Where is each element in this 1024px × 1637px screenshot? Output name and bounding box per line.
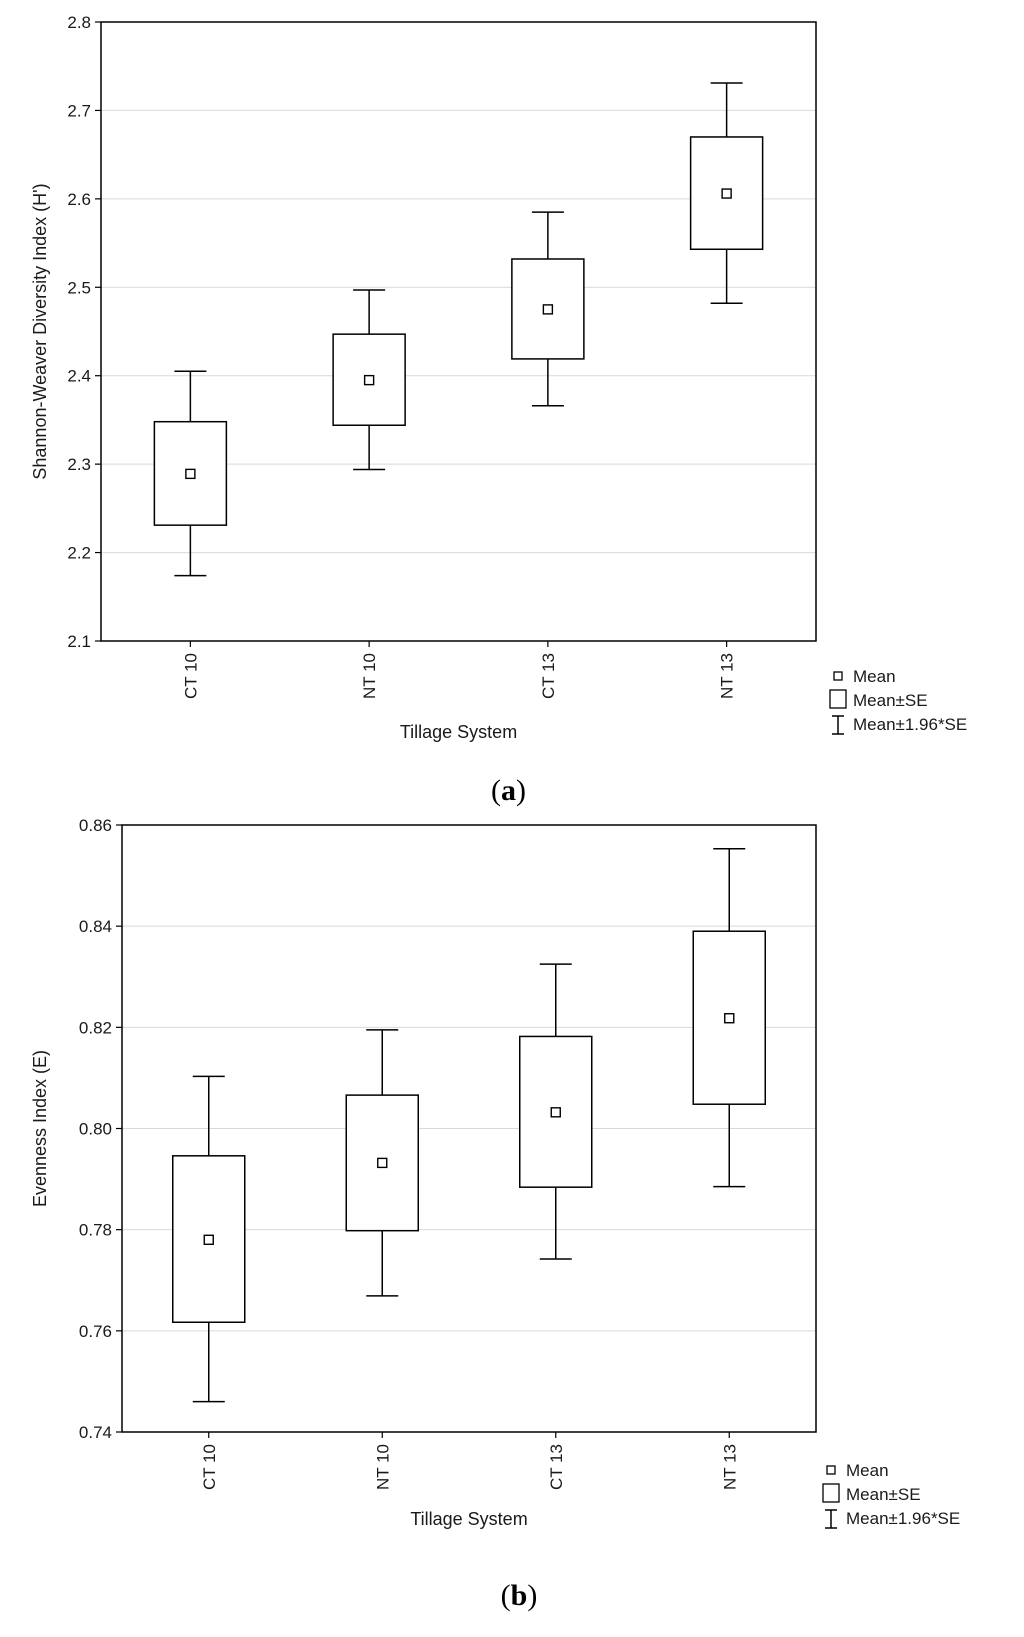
- legend-mean-label: Mean: [846, 1461, 889, 1480]
- y-tick-label: 2.5: [67, 278, 91, 297]
- legend-se-symbol: [822, 1483, 840, 1503]
- y-tick-label: 0.82: [79, 1018, 112, 1037]
- legend-mean-label: Mean: [853, 667, 896, 686]
- mean-marker: [377, 1157, 388, 1169]
- x-tick-label: CT 10: [200, 1444, 219, 1490]
- legend-ci-label: Mean±1.96*SE: [853, 715, 967, 734]
- mean-marker: [721, 188, 732, 199]
- panel-label: (a): [491, 774, 526, 807]
- y-tick-label: 0.78: [79, 1221, 112, 1240]
- x-tick-label: CT 13: [539, 653, 558, 699]
- legend-ci-symbol: [832, 715, 844, 735]
- y-axis-label: Shannon-Weaver Diversity Index (H'): [30, 183, 50, 479]
- mean-marker: [363, 374, 375, 386]
- y-tick-label: 2.6: [67, 190, 91, 209]
- y-tick-label: 0.76: [79, 1322, 112, 1341]
- x-tick-label: NT 10: [373, 1444, 392, 1490]
- y-tick-label: 2.4: [67, 367, 91, 386]
- y-tick-label: 2.2: [67, 544, 91, 563]
- legend-ci-symbol: [825, 1509, 837, 1529]
- legend-se-label: Mean±SE: [846, 1485, 921, 1504]
- x-tick-label: CT 13: [547, 1444, 566, 1490]
- mean-marker: [185, 468, 196, 480]
- plot-frame: [100, 21, 817, 642]
- legend-se-label: Mean±SE: [853, 691, 928, 710]
- panel-letter: a: [501, 774, 516, 807]
- y-tick-label: 2.8: [67, 13, 91, 32]
- y-tick-label: 0.80: [79, 1120, 112, 1139]
- legend-mean-symbol: [833, 671, 843, 681]
- x-tick-label: CT 10: [181, 653, 200, 699]
- y-tick-label: 0.86: [79, 816, 112, 835]
- mean-marker: [724, 1013, 735, 1024]
- mean-marker: [542, 304, 554, 315]
- legend-ci-label: Mean±1.96*SE: [846, 1509, 960, 1528]
- y-tick-label: 2.3: [67, 455, 91, 474]
- x-axis-label: Tillage System: [410, 1509, 527, 1529]
- x-axis-label: Tillage System: [400, 722, 517, 742]
- mean-marker: [550, 1107, 561, 1118]
- y-tick-label: 2.7: [67, 101, 91, 120]
- panel-label: (b): [501, 1579, 538, 1612]
- mean-marker: [203, 1234, 214, 1245]
- y-tick-label: 0.84: [79, 917, 112, 936]
- x-tick-label: NT 13: [718, 653, 737, 699]
- y-axis-label: Evenness Index (E): [30, 1050, 50, 1207]
- legend-se-symbol: [829, 689, 847, 709]
- panel-letter: b: [511, 1579, 528, 1612]
- y-tick-label: 0.74: [79, 1423, 112, 1442]
- plot-frame: [121, 824, 817, 1433]
- legend-mean-symbol: [826, 1465, 836, 1475]
- x-tick-label: NT 10: [360, 653, 379, 699]
- x-tick-label: NT 13: [720, 1444, 739, 1490]
- y-tick-label: 2.1: [67, 632, 91, 651]
